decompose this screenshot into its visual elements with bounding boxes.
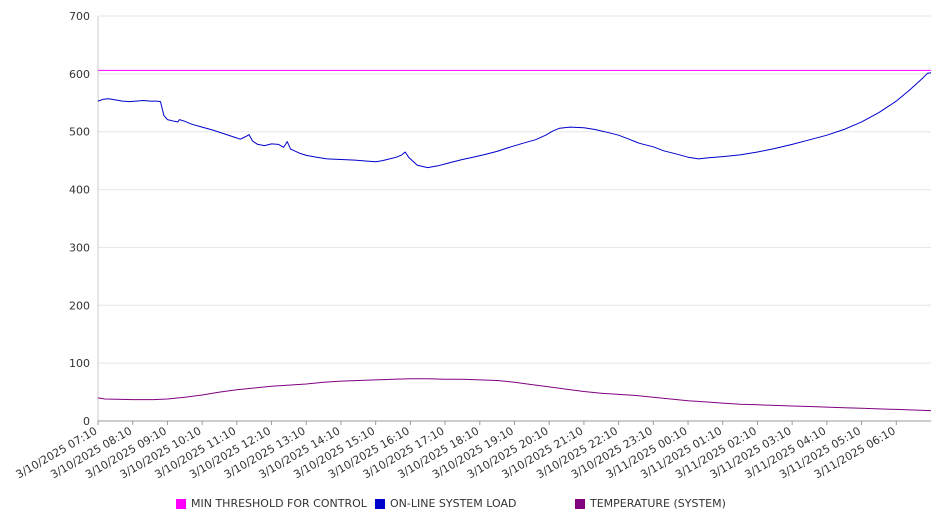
legend-item-temperature[interactable]: TEMPERATURE (SYSTEM)	[575, 497, 726, 510]
series-line-temperature	[97, 378, 932, 412]
series-lines	[97, 69, 932, 412]
y-tick-label-600: 600	[69, 68, 90, 81]
legend-label-temperature: TEMPERATURE (SYSTEM)	[590, 497, 726, 510]
legend-swatch-temperature	[575, 498, 585, 509]
y-tick-label-100: 100	[69, 357, 90, 370]
y-tick-label-300: 300	[69, 241, 90, 254]
legend-swatch-system-load	[375, 498, 385, 509]
y-tick-label-0: 0	[83, 415, 90, 428]
y-axis-tick-labels: 0 100 200 300 400 500 600 700	[69, 10, 90, 428]
legend-label-threshold: MIN THRESHOLD FOR CONTROL	[191, 497, 367, 510]
series-line-system-load	[97, 72, 932, 169]
legend-swatch-threshold	[176, 498, 186, 509]
y-tick-label-500: 500	[69, 126, 90, 139]
axes	[97, 16, 931, 425]
legend-label-system-load: ON-LINE SYSTEM LOAD	[390, 497, 517, 510]
legend: MIN THRESHOLD FOR CONTROL ON-LINE SYSTEM…	[0, 497, 946, 515]
y-tick-label-400: 400	[69, 184, 90, 197]
y-tick-label-700: 700	[69, 10, 90, 23]
legend-item-system-load[interactable]: ON-LINE SYSTEM LOAD	[375, 497, 516, 510]
y-tick-label-200: 200	[69, 299, 90, 312]
grid-lines	[98, 15, 931, 364]
x-axis-tick-labels: 3/10/2025 07:103/10/2025 08:103/10/2025 …	[14, 424, 898, 481]
legend-item-threshold[interactable]: MIN THRESHOLD FOR CONTROL	[176, 497, 367, 510]
